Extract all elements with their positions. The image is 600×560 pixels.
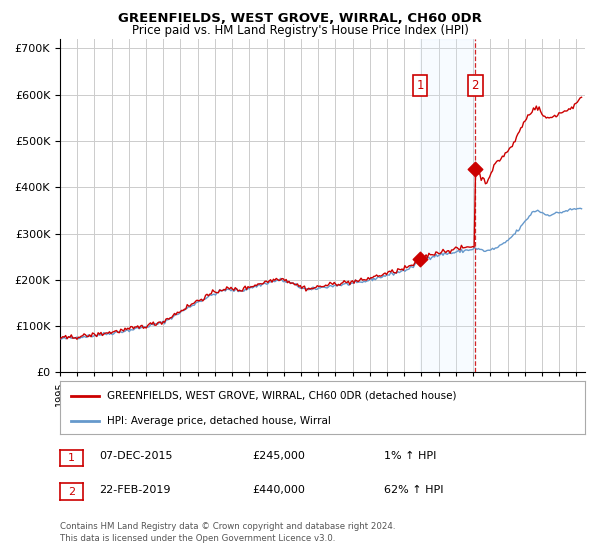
Text: This data is licensed under the Open Government Licence v3.0.: This data is licensed under the Open Gov… [60, 534, 335, 543]
Text: 1: 1 [68, 453, 75, 463]
Text: £440,000: £440,000 [252, 485, 305, 495]
Text: £245,000: £245,000 [252, 451, 305, 461]
Text: 2: 2 [68, 487, 75, 497]
Text: 1% ↑ HPI: 1% ↑ HPI [384, 451, 436, 461]
Text: 62% ↑ HPI: 62% ↑ HPI [384, 485, 443, 495]
Text: Price paid vs. HM Land Registry's House Price Index (HPI): Price paid vs. HM Land Registry's House … [131, 24, 469, 36]
Text: 07-DEC-2015: 07-DEC-2015 [99, 451, 173, 461]
Text: GREENFIELDS, WEST GROVE, WIRRAL, CH60 0DR: GREENFIELDS, WEST GROVE, WIRRAL, CH60 0D… [118, 12, 482, 25]
Text: Contains HM Land Registry data © Crown copyright and database right 2024.: Contains HM Land Registry data © Crown c… [60, 522, 395, 531]
Point [470, 164, 480, 173]
Text: 2: 2 [472, 79, 479, 92]
Text: GREENFIELDS, WEST GROVE, WIRRAL, CH60 0DR (detached house): GREENFIELDS, WEST GROVE, WIRRAL, CH60 0D… [107, 391, 457, 401]
Text: HPI: Average price, detached house, Wirral: HPI: Average price, detached house, Wirr… [107, 416, 331, 426]
Bar [420, 39, 475, 372]
Point [415, 255, 425, 264]
Text: 1: 1 [416, 79, 424, 92]
Text: 22-FEB-2019: 22-FEB-2019 [99, 485, 170, 495]
